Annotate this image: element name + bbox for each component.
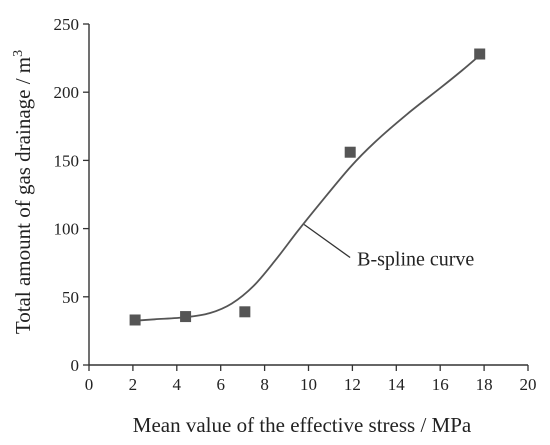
y-axis-title-text: Total amount of gas drainage / m: [11, 57, 35, 334]
curve-layer: [135, 54, 481, 322]
x-tick-label: 12: [344, 375, 361, 394]
annotation-label: B-spline curve: [357, 249, 474, 271]
annotation-leader-line: [303, 223, 351, 259]
x-tick-label: 14: [388, 375, 406, 394]
data-point: [180, 311, 192, 323]
x-tick-label: 6: [216, 375, 225, 394]
b-spline-curve: [135, 54, 481, 322]
x-tick-label: 2: [129, 375, 138, 394]
x-axis-title: Mean value of the effective stress / MPa: [133, 413, 472, 437]
x-tick-label: 20: [520, 375, 537, 394]
y-tick-label: 50: [62, 288, 79, 307]
x-tick-label: 10: [300, 375, 317, 394]
x-tick-label: 0: [85, 375, 94, 394]
y-tick-label: 0: [71, 356, 80, 375]
data-point: [344, 146, 356, 158]
points-layer: [129, 48, 486, 326]
y-axis-title: Total amount of gas drainage / m3: [11, 50, 35, 334]
y-tick-label: 200: [54, 83, 80, 102]
y-tick-label: 250: [54, 15, 80, 34]
y-axis-title-superscript: 3: [11, 50, 26, 57]
x-tick-label: 18: [476, 375, 493, 394]
data-point: [129, 314, 141, 326]
x-tick-label: 8: [260, 375, 269, 394]
data-point: [474, 48, 486, 60]
data-point: [239, 306, 251, 318]
annotation-layer: B-spline curve: [303, 223, 474, 271]
axes: [88, 24, 528, 366]
x-tick-label: 16: [432, 375, 449, 394]
x-tick-label: 4: [173, 375, 182, 394]
y-tick-label: 150: [54, 151, 80, 170]
y-tick-label: 100: [54, 220, 80, 239]
